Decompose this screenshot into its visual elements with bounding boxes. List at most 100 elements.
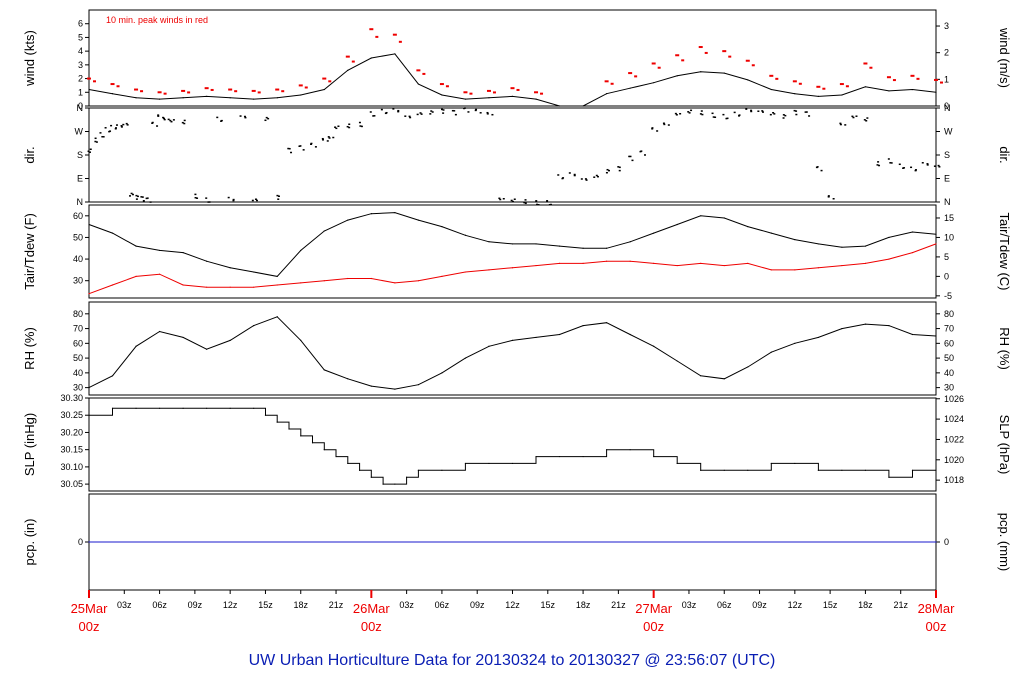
dir-point xyxy=(839,122,842,125)
y-tick-label-right: 10 xyxy=(944,232,954,242)
peak-wind-mark xyxy=(257,91,261,94)
dir-point xyxy=(475,108,478,111)
data-point xyxy=(370,385,372,387)
data-point xyxy=(794,239,796,241)
peak-wind-mark xyxy=(845,85,849,88)
peak-wind-mark xyxy=(187,91,191,94)
data-point xyxy=(464,357,467,359)
x-major-time: 00z xyxy=(643,619,664,634)
data-point xyxy=(535,264,537,267)
dir-point xyxy=(89,148,92,151)
dir-point xyxy=(690,109,693,112)
data-point xyxy=(441,275,443,277)
panel-slp: 30.05 30.10 30.15 30.20 30.25 30.30 1018 1020 10… xyxy=(22,393,1012,492)
data-point xyxy=(300,282,302,284)
dir-point xyxy=(679,112,682,115)
dir-point xyxy=(926,163,929,165)
panel-temp: 30 40 50 60 -5 0 5 10 15 Tair/Tdew (F) Tair/Tdew (… xyxy=(22,204,1012,301)
peak-wind-mark xyxy=(463,91,468,94)
y-tick-label: 80 xyxy=(73,309,83,319)
dir-point xyxy=(169,119,172,122)
data-point xyxy=(276,275,278,277)
dir-point xyxy=(409,116,412,119)
peak-wind-mark xyxy=(228,88,233,91)
data-point xyxy=(935,243,937,245)
dir-point xyxy=(820,169,823,172)
data-point xyxy=(700,469,702,471)
data-point xyxy=(182,97,184,99)
dir-point xyxy=(467,111,470,113)
dir-point xyxy=(162,116,165,119)
x-tick-label: 06z xyxy=(435,600,450,610)
data-point xyxy=(370,213,372,215)
y-tick-label: 30.30 xyxy=(60,393,83,403)
data-point xyxy=(794,462,796,465)
dir-point xyxy=(793,109,796,112)
dir-point xyxy=(108,130,111,133)
dir-point xyxy=(667,124,670,126)
peak-wind-mark xyxy=(863,62,868,65)
data-point xyxy=(464,98,467,100)
peak-wind-mark xyxy=(704,51,708,54)
data-point xyxy=(841,264,843,267)
peak-wind-mark xyxy=(469,92,473,95)
peak-wind-mark xyxy=(275,88,280,91)
dir-point xyxy=(453,110,456,112)
data-point xyxy=(441,469,443,471)
dir-point xyxy=(243,115,246,118)
y-tick-label-right: 3 xyxy=(944,21,949,31)
y-tick-label: 60 xyxy=(73,338,83,348)
peak-wind-mark xyxy=(445,85,449,88)
data-point xyxy=(653,345,655,347)
y-tick-label: N xyxy=(77,103,84,113)
data-point xyxy=(888,90,890,92)
data-point xyxy=(394,282,396,284)
x-major-time: 00z xyxy=(79,619,100,634)
dir-point xyxy=(416,113,419,116)
y-tick-label: 6 xyxy=(78,19,83,29)
data-point xyxy=(347,69,349,71)
dir-point xyxy=(699,113,702,115)
dir-point xyxy=(125,122,128,125)
data-point xyxy=(558,262,561,264)
data-point xyxy=(723,469,725,471)
dir-point xyxy=(607,169,610,172)
peak-wind-mark xyxy=(486,89,491,92)
x-major-date: 27Mar xyxy=(635,601,673,616)
y-axis-label-right: SLP (hPa) xyxy=(997,415,1012,475)
dir-point xyxy=(524,199,527,201)
data-point xyxy=(323,369,325,371)
data-point xyxy=(88,293,90,295)
dir-point xyxy=(816,166,819,168)
dir-point xyxy=(921,162,924,164)
dir-point xyxy=(321,137,324,140)
dir-point xyxy=(877,161,880,163)
x-tick-label: 03z xyxy=(399,600,414,610)
dir-point xyxy=(714,116,717,119)
data-point xyxy=(417,469,419,471)
dir-point xyxy=(595,174,598,177)
dir-point xyxy=(890,162,893,164)
data-point xyxy=(511,267,514,269)
peak-wind-mark xyxy=(204,87,209,90)
peak-wind-mark xyxy=(869,66,873,69)
dir-point xyxy=(593,176,596,178)
data-point xyxy=(206,260,208,262)
peak-wind-mark xyxy=(157,91,162,94)
dir-point xyxy=(157,114,160,116)
peak-wind-mark xyxy=(439,83,444,86)
dir-point xyxy=(536,203,539,206)
y-tick-label-right: 80 xyxy=(944,309,954,319)
dir-point xyxy=(135,198,138,200)
data-point xyxy=(276,316,278,318)
data-point xyxy=(253,407,255,409)
data-point xyxy=(676,75,678,77)
peak-wind-mark xyxy=(916,77,920,80)
data-point xyxy=(394,211,396,214)
peak-wind-mark xyxy=(328,80,332,83)
dir-point xyxy=(89,151,91,153)
dir-point xyxy=(358,121,361,124)
peak-wind-mark xyxy=(134,88,139,91)
data-point xyxy=(747,469,749,471)
dir-point xyxy=(322,139,325,141)
